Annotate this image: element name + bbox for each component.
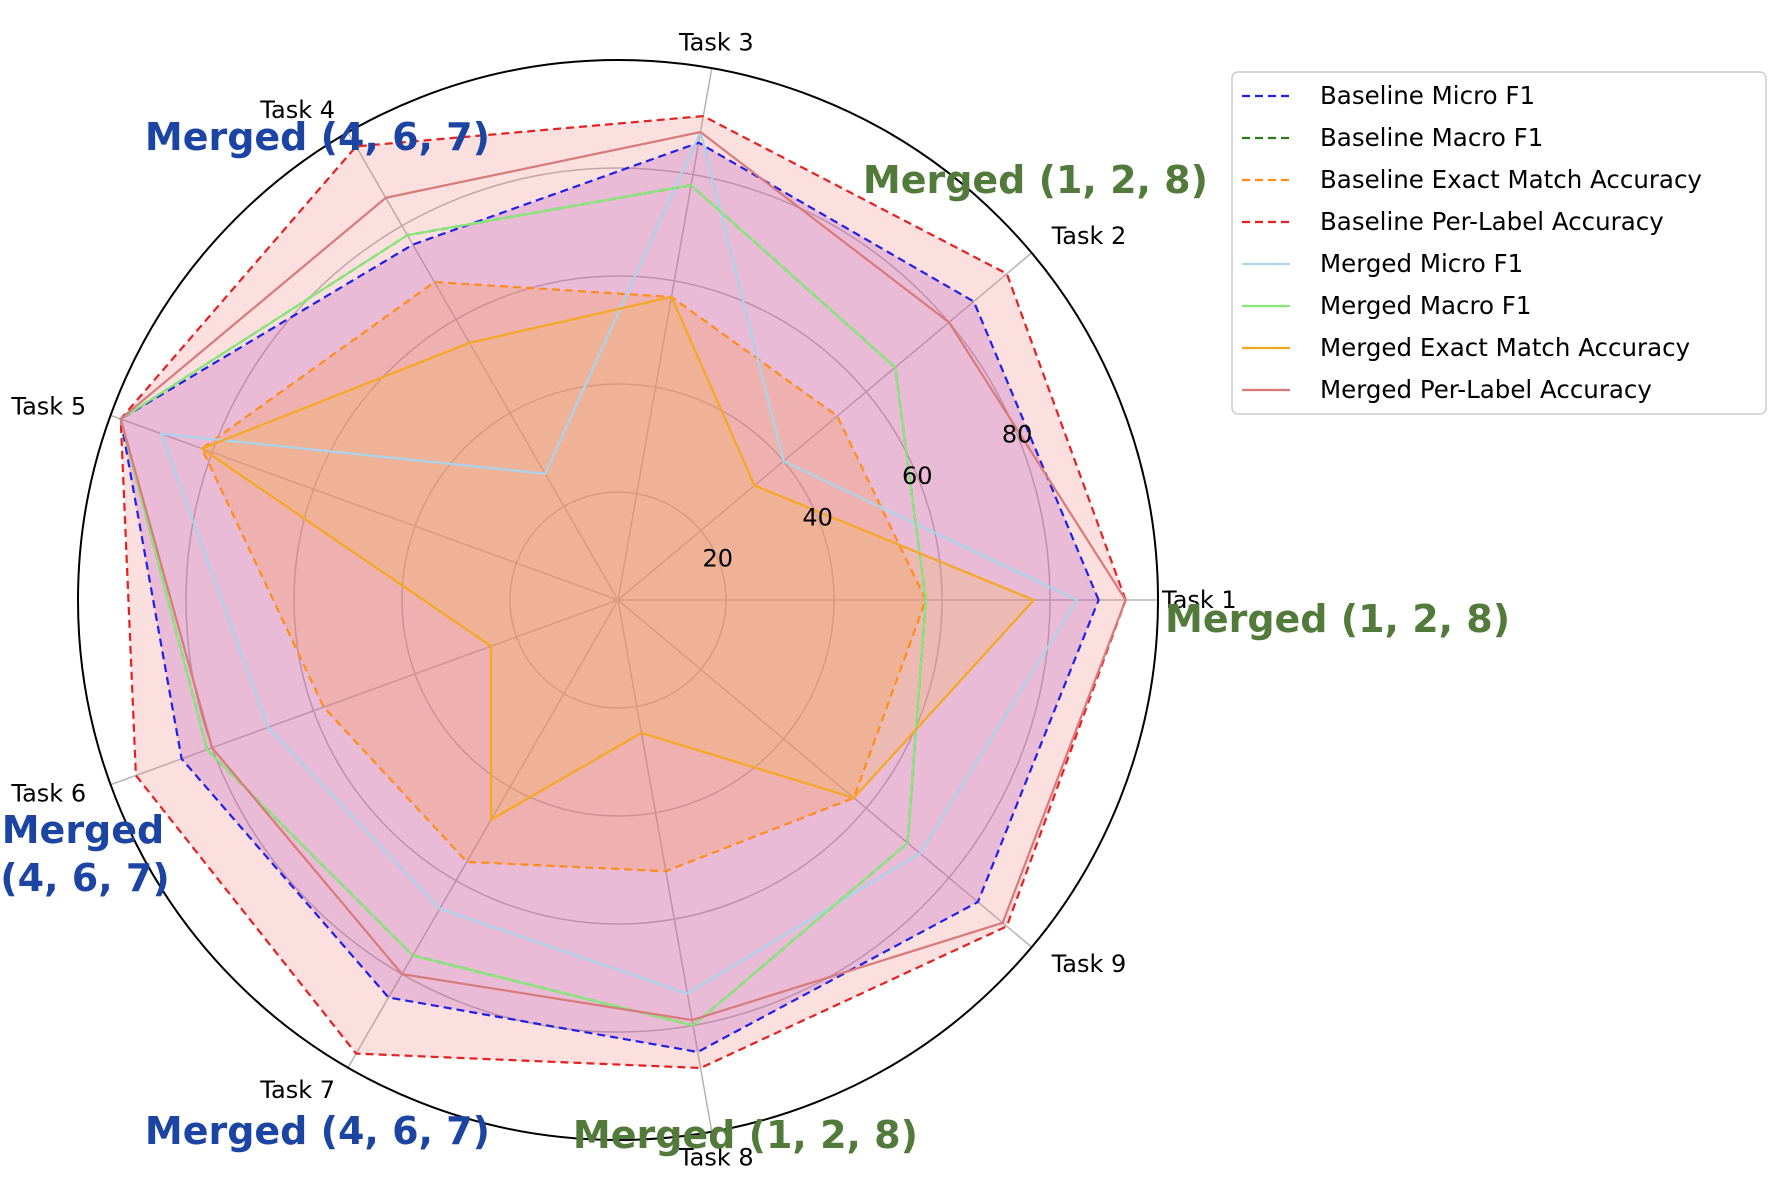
merge-annotation: Merged (1, 2, 8): [573, 1113, 918, 1157]
series-line: [119, 130, 1127, 1022]
legend: Baseline Micro F1 Baseline Macro F1 Baseli…: [1231, 71, 1767, 415]
legend-label: Baseline Macro F1: [1320, 123, 1543, 152]
axis-spoke: [617, 68, 713, 601]
task-label: Task 5: [10, 392, 86, 420]
series-line: [119, 141, 1100, 1054]
task-label: Task 8: [678, 1143, 754, 1171]
series-fill: [120, 116, 1126, 1069]
task-axis-labels: Task 1 Task 2 Task 3 Task 4 Task 5 Task 6 Task…: [10, 29, 1236, 1172]
series-lines: [119, 114, 1127, 1070]
task-label: Task 9: [1051, 950, 1127, 978]
task-label: Task 7: [259, 1076, 335, 1104]
series-line: [119, 114, 1127, 1070]
legend-label: Merged Per-Label Accuracy: [1320, 375, 1652, 404]
task-label: Task 1: [1161, 586, 1237, 614]
radial-tick-labels: 20 40 60 80: [703, 421, 1033, 573]
series-line: [159, 128, 1079, 995]
series-fill: [120, 142, 1099, 1052]
series-fills: [120, 116, 1126, 1069]
legend-label: Baseline Exact Match Accuracy: [1320, 165, 1702, 194]
legend-label: Merged Macro F1: [1320, 291, 1531, 320]
merge-annotation: Merged (4, 6, 7): [145, 115, 490, 159]
tick-label: 60: [902, 462, 933, 490]
task-label: Task 4: [259, 96, 335, 124]
legend-label: Baseline Per-Label Accuracy: [1320, 207, 1664, 236]
axis-spoke: [110, 599, 619, 786]
merge-annotation: (4, 6, 7): [0, 856, 169, 900]
legend-label: Baseline Micro F1: [1320, 81, 1535, 110]
task-label: Task 3: [678, 29, 754, 57]
series-fill: [201, 296, 1034, 820]
tick-label: 80: [1002, 421, 1033, 449]
axis-spoke: [110, 414, 619, 601]
merge-annotation: Merged (4, 6, 7): [145, 1109, 490, 1153]
merge-annotation: Merged (1, 2, 8): [863, 158, 1208, 202]
legend-label: Merged Exact Match Accuracy: [1320, 333, 1690, 362]
axis-spoke: [617, 599, 713, 1132]
merge-annotations: Merged (1, 2, 8) Merged (1, 2, 8) Merged (…: [0, 115, 1510, 1157]
series-line: [119, 184, 927, 1027]
series-line: [200, 280, 927, 873]
axis-spoke: [347, 599, 619, 1069]
legend-label: Merged Micro F1: [1320, 249, 1523, 278]
radar-grid: [110, 68, 1158, 1132]
merge-annotation: Merged (1, 2, 8): [1165, 597, 1510, 641]
task-label: Task 6: [10, 780, 86, 808]
series-fill: [201, 282, 926, 872]
outer-ring: [77, 59, 1159, 1141]
legend-box: [1231, 71, 1767, 415]
axis-spoke: [347, 131, 619, 601]
series-line: [199, 295, 1036, 822]
tick-label: 20: [703, 545, 734, 573]
task-label: Task 2: [1051, 222, 1127, 250]
axis-spoke: [617, 599, 1033, 948]
tick-label: 40: [802, 503, 833, 531]
axis-spoke: [617, 252, 1033, 601]
merge-annotation: Merged: [2, 808, 165, 852]
